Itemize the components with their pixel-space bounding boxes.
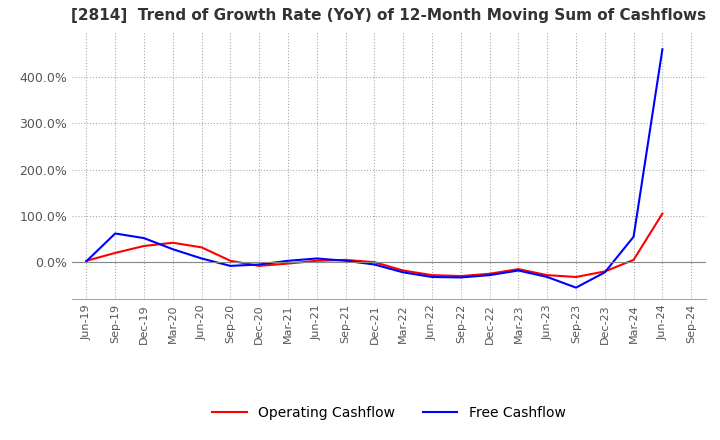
Operating Cashflow — [312, 258, 321, 264]
Operating Cashflow — [197, 245, 206, 250]
Free Cashflow — [341, 258, 350, 264]
Operating Cashflow — [514, 267, 523, 272]
Free Cashflow — [168, 246, 177, 252]
Operating Cashflow — [284, 261, 292, 266]
Operating Cashflow — [572, 275, 580, 280]
Operating Cashflow — [82, 258, 91, 264]
Operating Cashflow — [658, 211, 667, 216]
Free Cashflow — [197, 256, 206, 261]
Line: Operating Cashflow: Operating Cashflow — [86, 213, 662, 277]
Operating Cashflow — [370, 260, 379, 265]
Line: Free Cashflow: Free Cashflow — [86, 49, 662, 288]
Operating Cashflow — [140, 243, 148, 249]
Free Cashflow — [370, 262, 379, 267]
Operating Cashflow — [168, 240, 177, 246]
Free Cashflow — [312, 256, 321, 261]
Operating Cashflow — [600, 269, 609, 274]
Operating Cashflow — [341, 257, 350, 263]
Free Cashflow — [456, 275, 465, 280]
Operating Cashflow — [543, 272, 552, 278]
Free Cashflow — [428, 275, 436, 280]
Free Cashflow — [111, 231, 120, 236]
Free Cashflow — [485, 272, 494, 278]
Operating Cashflow — [111, 250, 120, 256]
Free Cashflow — [629, 234, 638, 239]
Operating Cashflow — [399, 268, 408, 273]
Free Cashflow — [255, 262, 264, 267]
Legend: Operating Cashflow, Free Cashflow: Operating Cashflow, Free Cashflow — [207, 400, 571, 425]
Free Cashflow — [514, 268, 523, 273]
Free Cashflow — [572, 285, 580, 290]
Operating Cashflow — [456, 273, 465, 279]
Operating Cashflow — [226, 258, 235, 264]
Free Cashflow — [543, 275, 552, 280]
Operating Cashflow — [255, 263, 264, 268]
Operating Cashflow — [485, 271, 494, 276]
Free Cashflow — [140, 235, 148, 241]
Free Cashflow — [399, 270, 408, 275]
Operating Cashflow — [428, 272, 436, 278]
Operating Cashflow — [629, 257, 638, 263]
Free Cashflow — [226, 263, 235, 268]
Title: [2814]  Trend of Growth Rate (YoY) of 12-Month Moving Sum of Cashflows: [2814] Trend of Growth Rate (YoY) of 12-… — [71, 7, 706, 23]
Free Cashflow — [600, 270, 609, 275]
Free Cashflow — [82, 259, 91, 264]
Free Cashflow — [658, 47, 667, 52]
Free Cashflow — [284, 258, 292, 264]
